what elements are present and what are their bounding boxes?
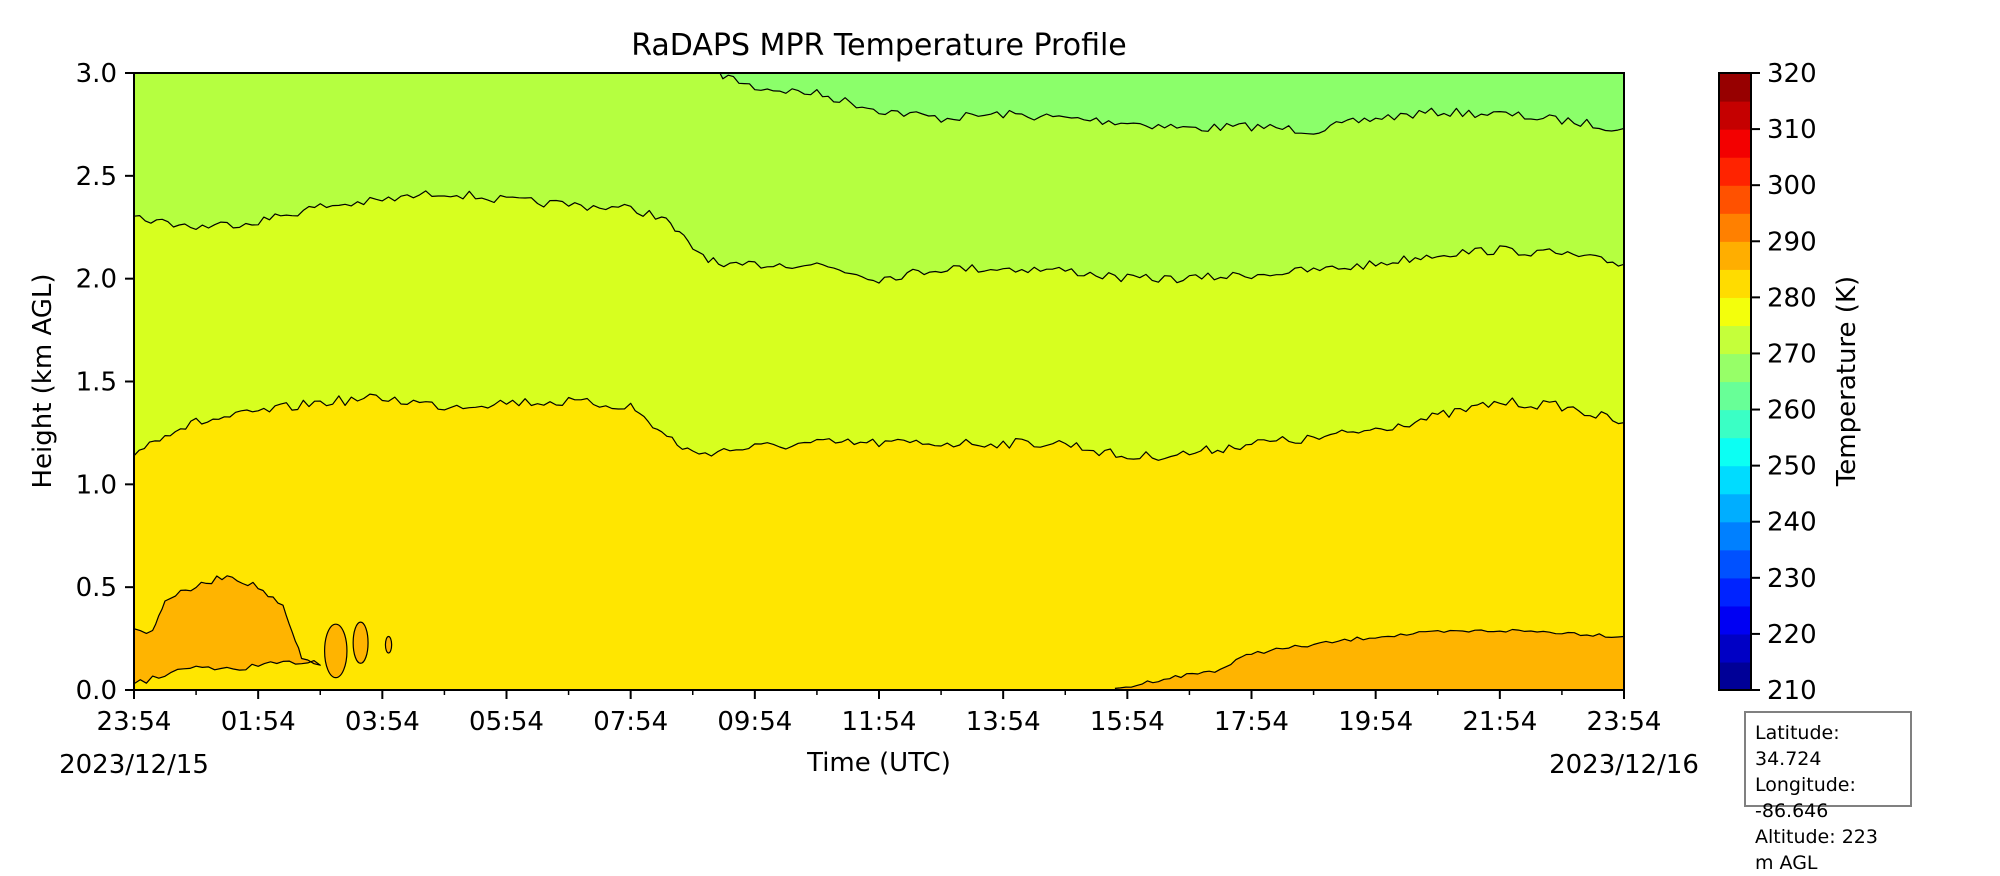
x-axis: 23:54 01:54 03:54 05:54 07:54 09:54 11:54 13:54…: [97, 690, 1662, 737]
colorbar-tick-label-9: 300: [1767, 171, 1817, 201]
y-tick-label-6: 3.0: [76, 59, 117, 89]
colorbar: 210 220 230 240 250 260 270 280 290 300 310 320: [1718, 59, 1817, 706]
colorbar-tick-label-3: 240: [1767, 508, 1817, 538]
x-tick-label-6: 11:54: [842, 707, 917, 737]
colorbar-segment: [1719, 577, 1751, 607]
colorbar-segment: [1719, 437, 1751, 467]
colorbar-tick-label-5: 260: [1767, 396, 1817, 426]
colorbar-segment: [1719, 353, 1751, 383]
x-tick-label-12: 23:54: [1587, 707, 1662, 737]
x-tick-label-0: 23:54: [97, 707, 172, 737]
station-info-box: Latitude: 34.724 Longitude: -86.646 Alti…: [1744, 711, 1912, 874]
y-tick-label-3: 1.5: [76, 368, 117, 398]
x-tick-label-11: 21:54: [1462, 707, 1537, 737]
x-tick-label-5: 09:54: [717, 707, 792, 737]
temperature-profile-figure: RaDAPS MPR Temperature Profile 23:54 01:5…: [28, 28, 1862, 780]
colorbar-segment: [1719, 73, 1751, 102]
colorbar-tick-label-7: 280: [1767, 283, 1817, 313]
x-tick-label-1: 01:54: [221, 707, 296, 737]
y-axis-label: Height (km AGL): [28, 273, 58, 488]
colorbar-segment: [1719, 157, 1751, 186]
colorbar-tick-label-10: 310: [1767, 115, 1817, 145]
date-start-label: 2023/12/15: [59, 750, 209, 780]
x-tick-label-7: 13:54: [966, 707, 1041, 737]
x-tick-label-4: 07:54: [593, 707, 668, 737]
isoline-270K: [719, 73, 1624, 135]
colorbar-segment: [1719, 381, 1751, 411]
colorbar-label: Temperature (K): [1832, 276, 1862, 487]
longitude-text: Longitude: -86.646: [1755, 774, 1856, 822]
colorbar-tick-label-6: 270: [1767, 339, 1817, 369]
colorbar-segment: [1719, 549, 1751, 579]
colorbar-segment: [1719, 129, 1751, 158]
isoline-285K-morning: [134, 575, 321, 685]
band-280-285: [134, 394, 1624, 690]
colorbar-segment: [1719, 101, 1751, 130]
warm-cell-1: [323, 623, 348, 679]
altitude-text: Altitude: 223 m AGL: [1755, 826, 1878, 874]
warm-cell-3: [384, 635, 393, 654]
y-tick-label-2: 1.0: [76, 470, 117, 500]
colorbar-segment: [1719, 325, 1751, 355]
y-tick-label-0: 0.0: [76, 676, 117, 706]
band-285-290-morning: [134, 575, 321, 684]
warm-cell-2: [352, 621, 369, 664]
colorbar-segment: [1719, 241, 1751, 270]
colorbar-segment: [1719, 521, 1751, 551]
chart-title: RaDAPS MPR Temperature Profile: [631, 28, 1127, 63]
colorbar-segment: [1719, 605, 1751, 635]
colorbar-segment: [1719, 409, 1751, 439]
colorbar-tick-label-2: 230: [1767, 564, 1817, 594]
y-tick-label-5: 2.5: [76, 162, 117, 192]
colorbar-tick-label-0: 210: [1767, 676, 1817, 706]
band-285-290-evening: [1114, 629, 1624, 690]
contour-lines: [134, 73, 1624, 689]
colorbar-segment: [1719, 213, 1751, 242]
colorbar-tick-label-8: 290: [1767, 227, 1817, 257]
date-end-label: 2023/12/16: [1549, 750, 1699, 780]
colorbar-segment: [1719, 297, 1751, 327]
isoline-275K: [134, 190, 1624, 284]
colorbar-tick-label-1: 220: [1767, 620, 1817, 650]
colorbar-segment: [1719, 185, 1751, 214]
y-axis: 0.0 0.5 1.0 1.5 2.0 2.5 3.0: [76, 59, 134, 706]
plot-area: [134, 73, 1624, 690]
colorbar-segment: [1719, 633, 1751, 663]
x-tick-label-9: 17:54: [1214, 707, 1289, 737]
x-tick-label-2: 03:54: [345, 707, 420, 737]
x-tick-label-10: 19:54: [1338, 707, 1413, 737]
y-tick-label-4: 2.0: [76, 265, 117, 295]
colorbar-segment: [1719, 269, 1751, 298]
colorbar-segment: [1719, 465, 1751, 495]
x-tick-label-8: 15:54: [1090, 707, 1165, 737]
colorbar-frame: [1718, 72, 1752, 691]
isoline-280K: [134, 393, 1624, 461]
x-axis-label: Time (UTC): [806, 748, 951, 778]
colorbar-tick-label-4: 250: [1767, 452, 1817, 482]
colorbar-segment: [1719, 493, 1751, 523]
x-tick-label-3: 05:54: [469, 707, 544, 737]
colorbar-segment: [1719, 661, 1751, 691]
isoline-285K-evening: [1114, 628, 1624, 689]
colorbar-tick-label-11: 320: [1767, 59, 1817, 89]
latitude-text: Latitude: 34.724: [1755, 722, 1840, 770]
y-tick-label-1: 0.5: [76, 573, 117, 603]
